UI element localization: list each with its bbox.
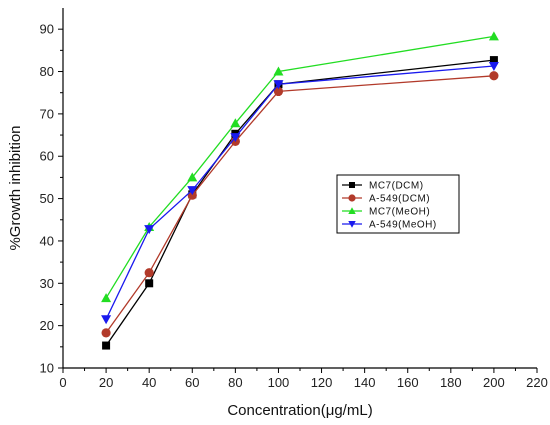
legend-item: A-549(DCM) xyxy=(342,194,430,205)
series-line xyxy=(105,75,494,334)
data-point xyxy=(144,225,155,235)
y-tick-label: 90 xyxy=(40,22,54,37)
data-point xyxy=(489,56,498,65)
legend-label: MC7(DCM) xyxy=(369,181,424,192)
x-tick-label: 140 xyxy=(354,375,376,390)
legend-marker xyxy=(348,194,356,202)
x-tick-label: 100 xyxy=(268,375,290,390)
legend-marker xyxy=(349,182,355,188)
x-tick-label: 180 xyxy=(440,375,462,390)
series-line xyxy=(105,35,495,299)
legend-label: A-549(MeOH) xyxy=(369,220,437,231)
data-point xyxy=(273,80,284,90)
y-tick-label: 60 xyxy=(40,149,54,164)
data-point xyxy=(102,341,111,350)
x-tick-label: 160 xyxy=(397,375,419,390)
data-point xyxy=(489,71,499,81)
legend-marker xyxy=(348,221,356,228)
series-layer xyxy=(101,31,499,350)
y-axis-title: %Growth inhibition xyxy=(7,125,24,250)
y-tick-label: 50 xyxy=(40,191,54,206)
data-point xyxy=(187,172,198,182)
data-point xyxy=(230,118,241,128)
x-tick-label: 220 xyxy=(526,375,548,390)
legend-item: MC7(MeOH) xyxy=(342,207,430,218)
data-point xyxy=(230,133,241,143)
y-tick-label: 70 xyxy=(40,106,54,121)
axes: 0 20 40 60 80 100 120 140 160 180 200 220 10 20 30 40 50… xyxy=(40,8,548,390)
legend-marker xyxy=(348,207,356,214)
y-tick-label: 80 xyxy=(40,64,54,79)
data-point xyxy=(101,293,112,303)
data-point xyxy=(273,66,284,76)
data-point xyxy=(101,328,111,338)
x-tick-label: 60 xyxy=(185,375,199,390)
series-3 xyxy=(101,62,499,325)
x-tick-label: 80 xyxy=(228,375,242,390)
legend: MC7(DCM) A-549(DCM) MC7(MeOH) A-549(MeOH) xyxy=(336,174,460,234)
legend-item: MC7(DCM) xyxy=(342,181,424,192)
x-tick-label: 40 xyxy=(142,375,156,390)
x-axis-title: Concentration(μg/mL) xyxy=(227,402,372,419)
y-tick-label: 10 xyxy=(40,361,54,376)
data-point xyxy=(488,31,499,41)
data-point xyxy=(144,268,154,278)
x-tick-label: 0 xyxy=(59,375,66,390)
y-tick-label: 40 xyxy=(40,233,54,248)
data-point xyxy=(187,186,198,196)
data-point xyxy=(273,86,284,97)
series-2 xyxy=(101,31,499,303)
data-point xyxy=(101,315,112,325)
x-tick-label: 20 xyxy=(99,375,113,390)
series-line xyxy=(105,65,494,320)
data-point xyxy=(145,279,154,288)
y-tick-label: 30 xyxy=(40,276,54,291)
x-tick-label: 120 xyxy=(311,375,333,390)
legend-label: A-549(DCM) xyxy=(369,194,430,205)
x-tick-label: 200 xyxy=(483,375,505,390)
y-tick-label: 20 xyxy=(40,318,54,333)
data-point xyxy=(488,62,499,72)
legend-item: A-549(MeOH) xyxy=(342,220,437,231)
legend-label: MC7(MeOH) xyxy=(369,207,430,218)
